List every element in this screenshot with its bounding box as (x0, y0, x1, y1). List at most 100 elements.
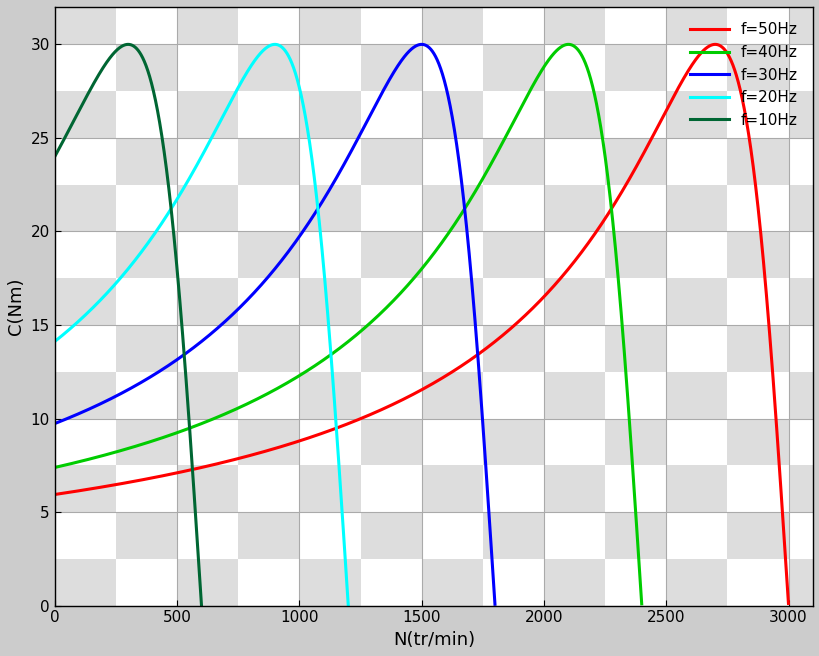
Bar (115, 278, 177, 325)
Bar (788, 559, 819, 605)
Bar (55, 185, 115, 232)
Bar (666, 465, 726, 512)
f=50Hz (768, 390, 778, 398)
Bar (299, 559, 360, 605)
Bar (543, 45, 604, 91)
f=20Hz (101, 291, 111, 298)
Bar (238, 372, 299, 419)
Line: f=10Hz: f=10Hz (55, 45, 201, 605)
Bar (360, 91, 421, 138)
f=20Hz (269, 41, 279, 49)
Bar (299, 419, 360, 465)
Bar (788, 138, 819, 185)
Bar (55, 559, 115, 605)
Bar (238, 232, 299, 278)
Bar (421, 278, 482, 325)
Bar (55, 232, 115, 278)
Bar (238, 325, 299, 372)
f=50Hz (690, 56, 699, 64)
f=50Hz (177, 468, 187, 476)
Bar (482, 419, 543, 465)
Bar (543, 372, 604, 419)
Bar (238, 559, 299, 605)
Bar (482, 465, 543, 512)
Bar (543, 0, 604, 45)
Bar (177, 0, 238, 45)
f=10Hz (75, 104, 85, 112)
f=30Hz (126, 384, 136, 392)
Bar (115, 465, 177, 512)
Bar (115, 0, 177, 45)
Bar (604, 45, 666, 91)
f=10Hz (193, 558, 203, 565)
Bar (360, 232, 421, 278)
f=20Hz (162, 211, 172, 218)
f=50Hz (783, 600, 793, 607)
Bar (788, 0, 819, 45)
Bar (360, 185, 421, 232)
f=20Hz (305, 148, 315, 156)
Bar (666, 232, 726, 278)
Bar (482, 559, 543, 605)
Bar (360, 138, 421, 185)
Bar (55, 512, 115, 559)
Bar (238, 278, 299, 325)
Bar (666, 278, 726, 325)
Bar (788, 185, 819, 232)
Bar (726, 419, 788, 465)
Bar (115, 419, 177, 465)
Bar (55, 278, 115, 325)
f=40Hz (563, 41, 572, 49)
Bar (177, 372, 238, 419)
Bar (238, 465, 299, 512)
f=10Hz (106, 52, 115, 60)
Bar (666, 325, 726, 372)
Bar (604, 91, 666, 138)
Bar (360, 0, 421, 45)
f=20Hz (337, 514, 347, 522)
f=10Hz (197, 602, 206, 609)
Bar (666, 372, 726, 419)
Bar (666, 91, 726, 138)
Bar (177, 512, 238, 559)
Bar (726, 0, 788, 45)
Bar (299, 45, 360, 91)
Bar (421, 232, 482, 278)
Bar (726, 512, 788, 559)
Bar (482, 91, 543, 138)
Bar (543, 419, 604, 465)
Bar (482, 372, 543, 419)
Bar (115, 138, 177, 185)
Bar (421, 45, 482, 91)
f=40Hz (636, 600, 646, 607)
f=30Hz (433, 60, 443, 68)
Bar (421, 325, 482, 372)
Bar (177, 325, 238, 372)
f=10Hz (112, 46, 122, 54)
Bar (421, 559, 482, 605)
Bar (421, 419, 482, 465)
Bar (666, 138, 726, 185)
Bar (604, 278, 666, 325)
Bar (360, 559, 421, 605)
Bar (177, 278, 238, 325)
Bar (482, 138, 543, 185)
Bar (299, 372, 360, 419)
Bar (55, 138, 115, 185)
f=40Hz (50, 464, 60, 472)
Bar (726, 138, 788, 185)
Bar (299, 465, 360, 512)
f=20Hz (50, 338, 60, 346)
Line: f=30Hz: f=30Hz (55, 45, 495, 604)
f=40Hz (152, 436, 161, 443)
Bar (666, 185, 726, 232)
Bar (604, 0, 666, 45)
Bar (177, 232, 238, 278)
Bar (421, 138, 482, 185)
Bar (726, 45, 788, 91)
Bar (115, 325, 177, 372)
Bar (421, 91, 482, 138)
Bar (299, 512, 360, 559)
Bar (421, 185, 482, 232)
Bar (115, 512, 177, 559)
